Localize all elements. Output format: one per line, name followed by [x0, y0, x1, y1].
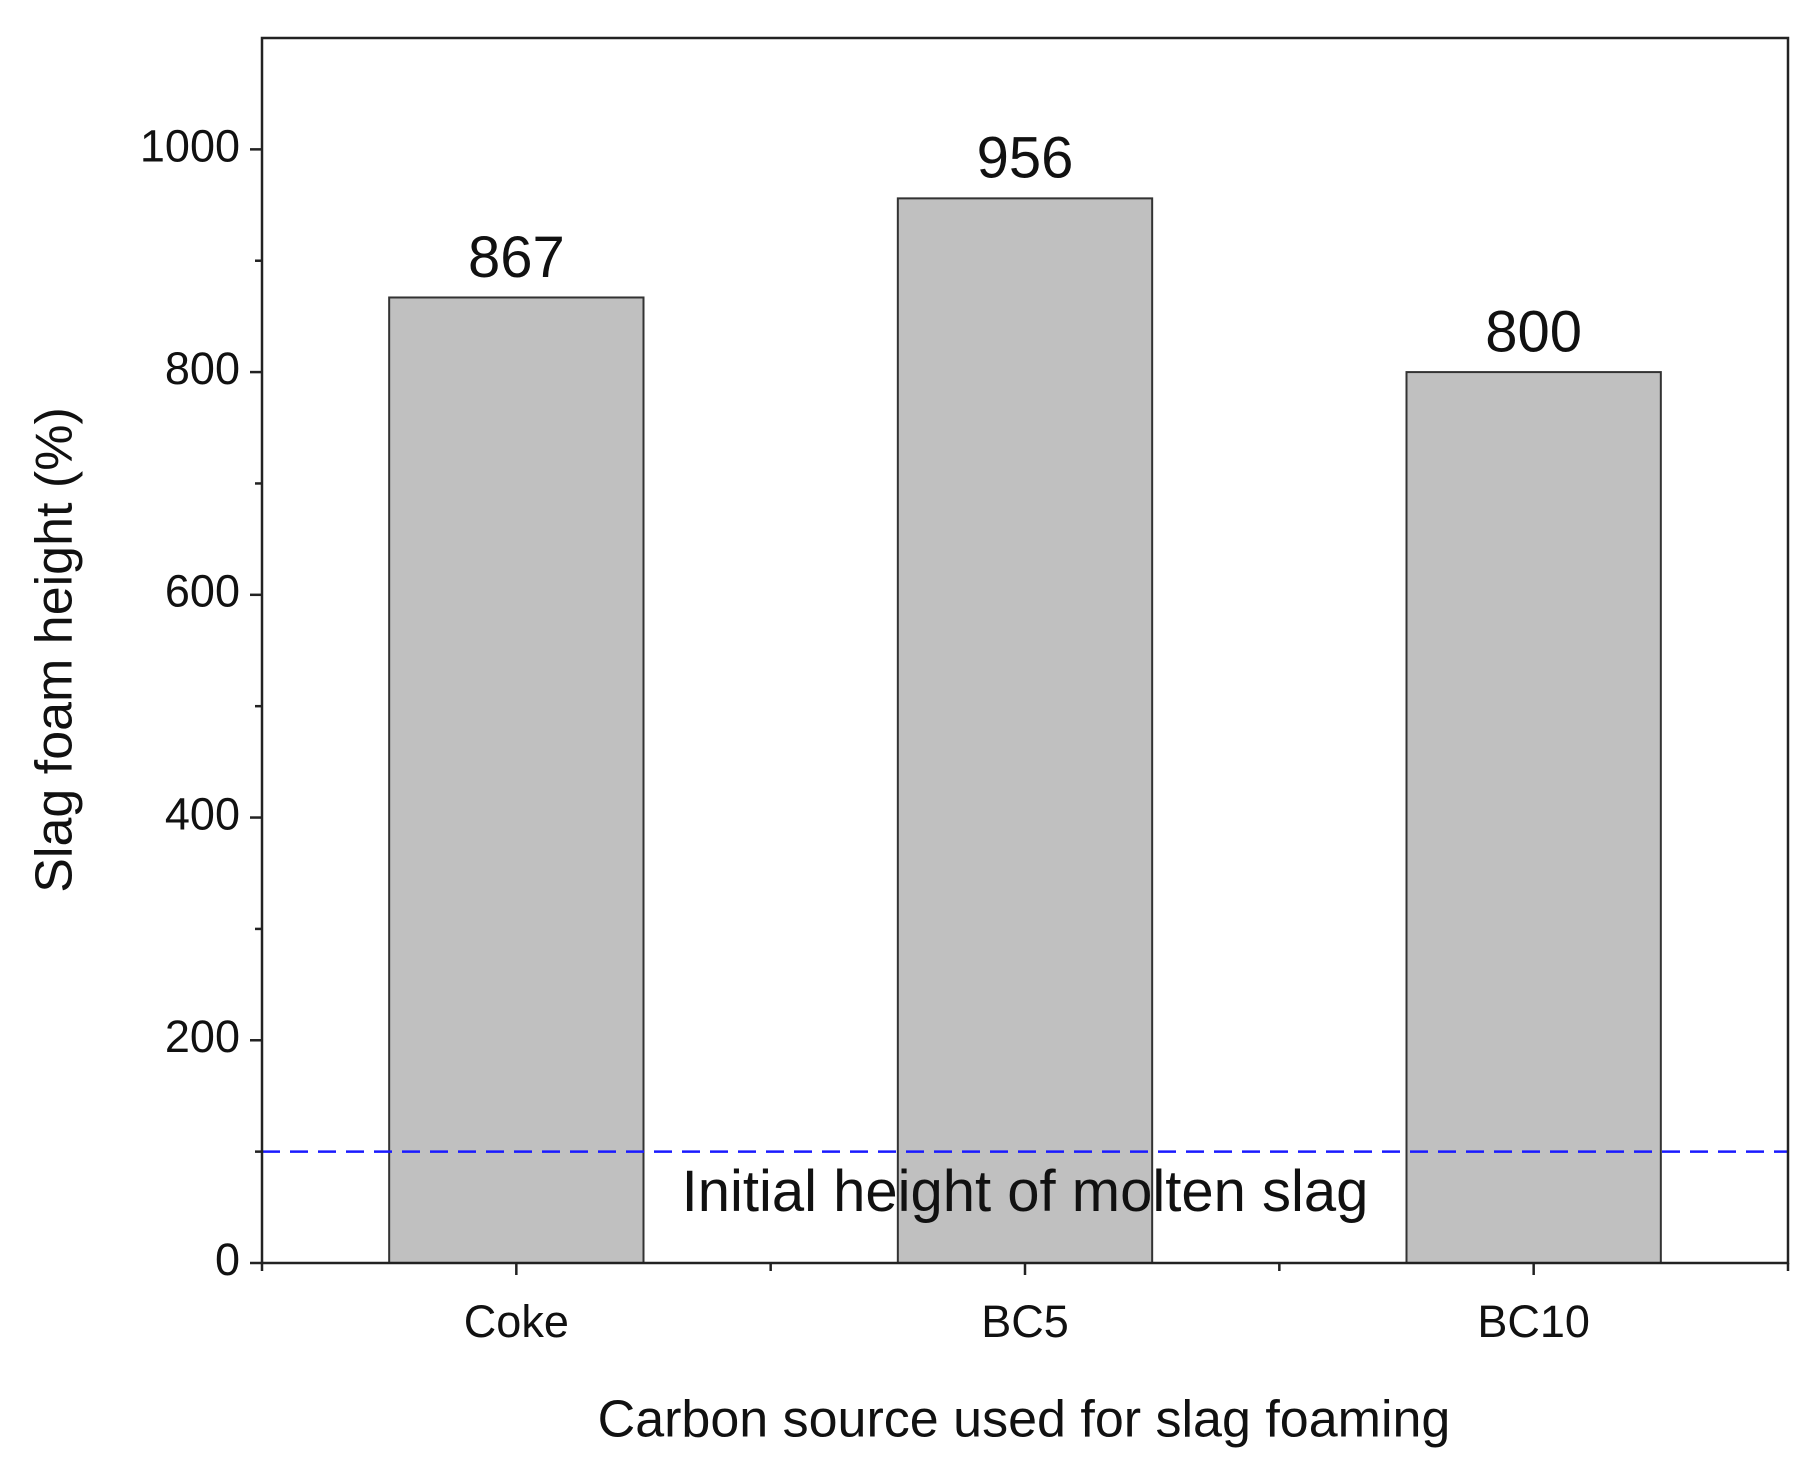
value-label: 800 [1485, 299, 1582, 364]
x-tick-label: Coke [464, 1296, 569, 1347]
x-tick-label: BC10 [1477, 1296, 1590, 1347]
x-tick-label: BC5 [981, 1296, 1069, 1347]
bar [388, 296, 645, 1264]
plot-frame [260, 36, 1790, 1265]
y-tick-label: 800 [165, 343, 240, 394]
value-label: 956 [977, 126, 1074, 191]
reference-label: Initial height of molten slag [682, 1159, 1369, 1224]
y-tick-label: 1000 [140, 120, 240, 171]
value-label: 867 [468, 225, 565, 290]
y-tick-label: 200 [165, 1011, 240, 1062]
bar [896, 197, 1154, 1264]
y-tick-label: 0 [215, 1234, 240, 1285]
y-tick-label: 600 [165, 566, 240, 617]
x-axis-title: Carbon source used for slag foaming [598, 1391, 1451, 1449]
bar [1405, 371, 1662, 1265]
y-tick-label: 400 [165, 788, 240, 839]
y-axis-title: Slag foam height (%) [26, 407, 84, 893]
